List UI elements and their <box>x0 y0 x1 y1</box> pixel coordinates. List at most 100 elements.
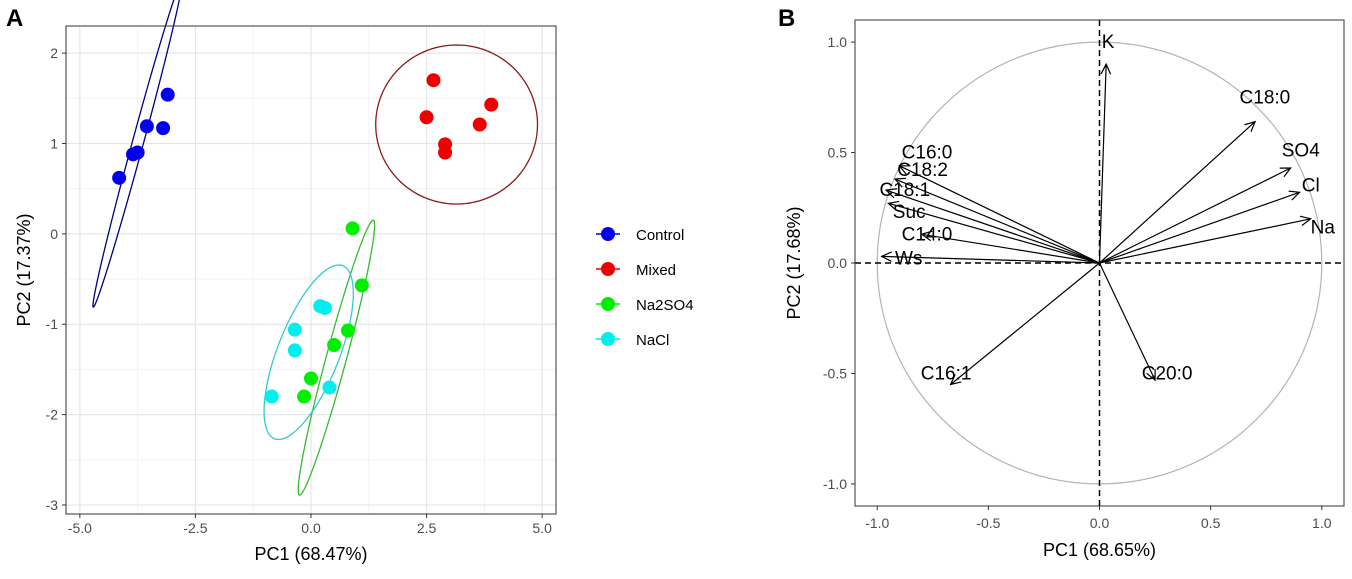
point-na2so4 <box>297 389 312 404</box>
vector-label-k: K <box>1102 32 1115 53</box>
y-tick-label: -2 <box>46 407 59 423</box>
vector-arrowhead <box>1299 215 1313 227</box>
point-mixed <box>472 117 487 132</box>
vector-so4 <box>1099 167 1291 264</box>
legend-label: Control <box>636 227 684 244</box>
y-tick-label: 1 <box>50 135 58 151</box>
point-control <box>156 121 171 136</box>
point-na2so4 <box>345 221 360 236</box>
panel-a-x-axis-title: PC1 (68.47%) <box>254 544 367 564</box>
x-tick-label: -2.5 <box>183 520 207 536</box>
vector-arrowhead <box>949 374 962 386</box>
vector-label-c140: C14:0 <box>902 224 953 245</box>
vector-ws <box>881 255 1100 264</box>
y-tick-label: 2 <box>50 45 58 61</box>
panel-b-x-axis-title: PC1 (68.65%) <box>1043 540 1156 560</box>
vector-na <box>1099 218 1311 264</box>
vector-label-ws: Ws <box>895 249 922 270</box>
x-tick-label: 0.5 <box>1201 515 1221 531</box>
x-tick-label: 1.0 <box>1312 515 1332 531</box>
point-nacl <box>287 322 302 337</box>
vector-c181 <box>885 189 1100 264</box>
vector-c140 <box>921 233 1100 264</box>
y-tick-label: 0.5 <box>828 145 848 161</box>
vector-label-cl: Cl <box>1302 176 1320 197</box>
y-tick-label: -1 <box>46 316 59 332</box>
legend-swatch-nacl <box>601 332 615 346</box>
vector-arrowhead <box>1244 120 1257 133</box>
point-mixed <box>438 145 453 160</box>
legend-label: NaCl <box>636 332 669 349</box>
panel-a-y-axis-title: PC2 (17.37%) <box>14 213 34 326</box>
x-tick-label: 0.0 <box>301 520 321 536</box>
vector-arrowhead <box>884 188 898 199</box>
y-tick-label: -0.5 <box>823 365 847 381</box>
y-tick-label: -3 <box>46 497 59 513</box>
vector-arrowhead <box>1279 167 1292 178</box>
point-na2so4 <box>327 338 342 353</box>
y-tick-label: -1.0 <box>823 476 847 492</box>
vector-c160 <box>899 165 1100 264</box>
legend-swatch-control <box>601 227 615 241</box>
vector-arrowhead <box>880 251 892 262</box>
vector-c180 <box>1099 121 1256 264</box>
vector-arrowhead <box>887 200 900 212</box>
x-tick-label: 5.0 <box>532 520 552 536</box>
point-control <box>160 87 175 102</box>
panel-b-ticks: -1.0 -0.5 0.0 0.5 1.0 -1.0 -0.5 0.0 0.5 1.0 <box>823 34 1332 531</box>
vector-label-so4: SO4 <box>1282 140 1320 161</box>
vector-label-c200: C20:0 <box>1142 363 1193 384</box>
vector-suc <box>888 202 1100 264</box>
panel-a-legend: Control Mixed Na2SO4 NaCl <box>596 227 694 349</box>
legend-swatch-mixed <box>601 262 615 276</box>
vector-label-suc: Suc <box>893 202 926 223</box>
vector-k <box>1098 64 1107 264</box>
vector-label-c180: C18:0 <box>1240 87 1291 108</box>
point-nacl <box>264 389 279 404</box>
vector-label-c182: C18:2 <box>897 160 948 181</box>
vector-arrowhead <box>920 230 933 242</box>
vector-c161 <box>950 262 1100 385</box>
point-nacl <box>287 343 302 358</box>
panel-label-a: A <box>6 5 23 32</box>
vector-arrowhead <box>893 177 907 188</box>
point-mixed <box>426 73 441 88</box>
x-tick-label: 0.0 <box>1090 515 1110 531</box>
vector-label-c160: C16:0 <box>902 143 953 164</box>
point-mixed <box>484 97 499 112</box>
y-tick-label: 1.0 <box>828 34 848 50</box>
vector-arrowhead <box>1100 62 1112 75</box>
ellipse-na2so4 <box>297 219 376 496</box>
panel-b-y-axis-title: PC2 (17.68%) <box>784 206 804 319</box>
point-nacl <box>317 300 332 315</box>
legend-label: Mixed <box>636 262 676 279</box>
vector-c182 <box>894 178 1100 264</box>
ellipse-mixed <box>375 44 539 205</box>
point-control <box>126 147 141 162</box>
x-tick-label: -5.0 <box>68 520 92 536</box>
x-tick-label: -0.5 <box>976 515 1000 531</box>
legend-label: Na2SO4 <box>636 297 694 314</box>
vector-c200 <box>1098 262 1156 381</box>
y-tick-label: 0 <box>50 226 58 242</box>
vector-cl <box>1099 191 1300 264</box>
panel-a-grid <box>66 26 556 514</box>
vector-arrowhead <box>1288 190 1301 201</box>
panel-a-ticks: -5.0 -2.5 0.0 2.5 5.0 -3 -2 -1 0 1 2 <box>46 45 553 536</box>
point-control <box>139 119 154 134</box>
x-tick-label: 2.5 <box>417 520 437 536</box>
point-control <box>112 170 127 185</box>
vector-label-na: Na <box>1311 218 1336 239</box>
point-na2so4 <box>304 371 318 386</box>
y-tick-label: 0.0 <box>828 255 848 271</box>
ellipse-nacl <box>263 264 354 441</box>
panel-a-ellipses <box>92 0 539 496</box>
panel-label-b: B <box>778 5 795 32</box>
point-na2so4 <box>340 323 355 338</box>
vector-arrowhead <box>1146 369 1156 382</box>
panel-a-points <box>112 73 499 404</box>
